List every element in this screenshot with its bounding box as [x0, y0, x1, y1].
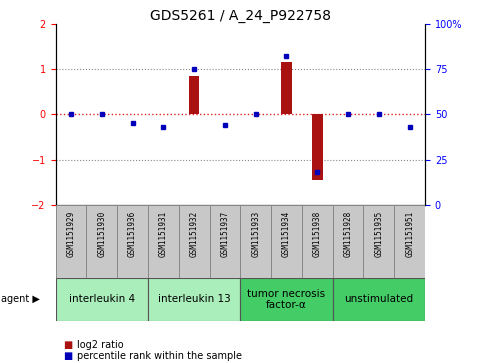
Bar	[281, 62, 292, 114]
Bar	[148, 278, 241, 321]
Text: GSM1151928: GSM1151928	[343, 211, 353, 257]
Text: ■: ■	[63, 351, 72, 361]
Bar	[240, 278, 333, 321]
Bar	[86, 205, 117, 278]
Text: unstimulated: unstimulated	[344, 294, 413, 305]
Bar	[179, 205, 210, 278]
Bar	[312, 114, 323, 180]
Text: GSM1151934: GSM1151934	[282, 211, 291, 257]
Text: GSM1151929: GSM1151929	[67, 211, 75, 257]
Bar	[364, 205, 394, 278]
Text: percentile rank within the sample: percentile rank within the sample	[77, 351, 242, 361]
Bar	[117, 205, 148, 278]
Bar	[240, 205, 271, 278]
Bar	[271, 205, 302, 278]
Bar	[189, 76, 199, 114]
Text: tumor necrosis
factor-α: tumor necrosis factor-α	[247, 289, 326, 310]
Bar	[302, 205, 333, 278]
Bar	[333, 205, 364, 278]
Text: GSM1151936: GSM1151936	[128, 211, 137, 257]
Text: GSM1151937: GSM1151937	[220, 211, 229, 257]
Bar	[56, 278, 148, 321]
Text: interleukin 4: interleukin 4	[69, 294, 135, 305]
Text: GSM1151951: GSM1151951	[405, 211, 414, 257]
Text: agent ▶: agent ▶	[1, 294, 40, 305]
Text: GSM1151938: GSM1151938	[313, 211, 322, 257]
Title: GDS5261 / A_24_P922758: GDS5261 / A_24_P922758	[150, 9, 331, 23]
Bar	[148, 205, 179, 278]
Text: ■: ■	[63, 340, 72, 350]
Text: interleukin 13: interleukin 13	[158, 294, 230, 305]
Text: GSM1151932: GSM1151932	[190, 211, 199, 257]
Bar	[333, 278, 425, 321]
Text: GSM1151931: GSM1151931	[159, 211, 168, 257]
Text: log2 ratio: log2 ratio	[77, 340, 124, 350]
Bar	[210, 205, 240, 278]
Bar	[56, 205, 86, 278]
Text: GSM1151930: GSM1151930	[97, 211, 106, 257]
Text: GSM1151933: GSM1151933	[251, 211, 260, 257]
Bar	[394, 205, 425, 278]
Text: GSM1151935: GSM1151935	[374, 211, 384, 257]
